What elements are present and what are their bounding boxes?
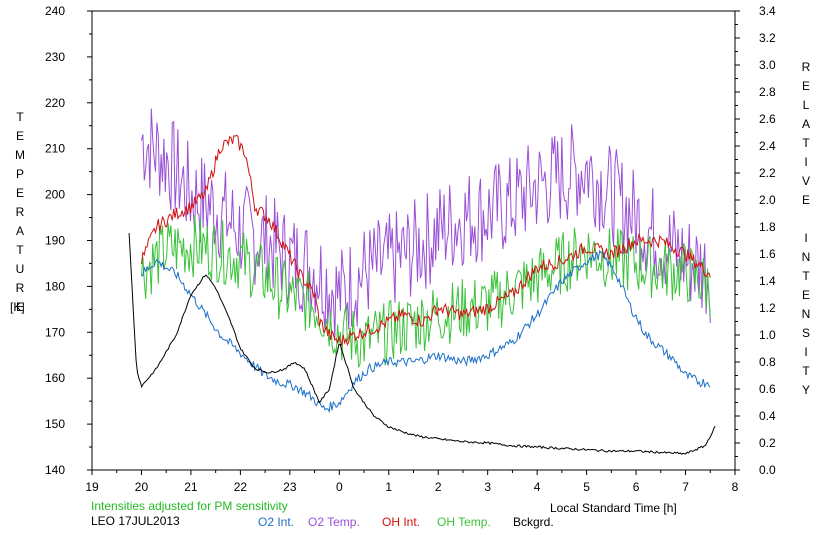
y-right-tick-label: 1.0 — [759, 328, 776, 342]
axis-title-letter: R — [15, 281, 25, 295]
x-tick-label: 8 — [732, 480, 739, 494]
y-right-tick-label: 0.6 — [759, 382, 776, 396]
y-left-tick-label: 170 — [45, 325, 65, 339]
x-tick-label: 23 — [283, 480, 297, 494]
axis-title-letter: L — [802, 98, 810, 112]
y-right-tick-label: 0.8 — [759, 355, 776, 369]
axis-title-letter: U — [15, 262, 25, 276]
y-left-tick-label: 220 — [45, 96, 65, 110]
axis-title-letter: T — [16, 110, 24, 124]
axis-title-letter: E — [15, 300, 24, 314]
y-left-tick-label: 210 — [45, 142, 65, 156]
axis-title-letter: E — [15, 186, 24, 200]
legend-o2-temp: O2 Temp. — [308, 515, 360, 529]
x-tick-label: 4 — [534, 480, 541, 494]
axis-title-letter: V — [801, 174, 810, 188]
series-layer — [128, 108, 716, 455]
legend-o2-int: O2 Int. — [258, 515, 295, 529]
axis-title-letter: M — [15, 148, 25, 162]
x-tick-label: 21 — [184, 480, 198, 494]
y-right-tick-label: 3.2 — [759, 31, 776, 45]
series-o2_int — [141, 249, 711, 414]
x-axis-label: Local Standard Time [h] — [550, 501, 677, 515]
series-oh_int — [141, 134, 711, 347]
axis-title-letter: Y — [801, 383, 810, 397]
y-left-tick-label: 190 — [45, 234, 65, 248]
axis-title-letter: A — [801, 117, 810, 131]
x-tick-label: 20 — [135, 480, 149, 494]
axis-title-letter: R — [801, 60, 811, 74]
x-tick-label: 7 — [682, 480, 689, 494]
x-tick-label: 3 — [484, 480, 491, 494]
axis-title-letter: T — [802, 364, 810, 378]
x-tick-label: 19 — [85, 480, 99, 494]
y-right-tick-label: 2.2 — [759, 166, 776, 180]
y-right-tick-label: 2.4 — [759, 139, 776, 153]
y-right-tick-label: 1.2 — [759, 301, 776, 315]
legend-oh-temp: OH Temp. — [437, 515, 491, 529]
y-right-tick-label: 3.4 — [759, 4, 776, 18]
axis-title-letter: R — [15, 205, 25, 219]
series-o2_temp — [141, 108, 711, 341]
x-tick-label: 1 — [385, 480, 392, 494]
axis-title-letter: N — [801, 307, 811, 321]
series-oh_temp — [141, 214, 711, 368]
y-right-tick-label: 0.0 — [759, 463, 776, 477]
sensitivity-note: Intensities adjusted for PM sensitivity — [91, 499, 288, 513]
y-right-tick-label: 2.8 — [759, 85, 776, 99]
axis-title-letter: P — [15, 167, 24, 181]
axis-title-letter: N — [801, 250, 811, 264]
left-axis-unit: [K] — [10, 300, 25, 314]
axis-title-letter: E — [801, 79, 810, 93]
axis-title-letter: A — [15, 224, 24, 238]
x-tick-label: 22 — [234, 480, 248, 494]
y-right-tick-label: 3.0 — [759, 58, 776, 72]
axis-title-letter: I — [804, 155, 808, 169]
y-right-tick-label: 1.8 — [759, 220, 776, 234]
x-tick-label: 5 — [583, 480, 590, 494]
y-left-tick-label: 180 — [45, 279, 65, 293]
axis-title-letter: E — [15, 129, 24, 143]
series-bckgrd — [128, 233, 716, 455]
y-left-tick-label: 230 — [45, 50, 65, 64]
axis-title-letter: I — [804, 231, 808, 245]
y-right-tick-label: 1.6 — [759, 247, 776, 261]
axis-title-letter — [804, 210, 807, 229]
y-right-tick-label: 2.0 — [759, 193, 776, 207]
y-right-tick-label: 2.6 — [759, 112, 776, 126]
y-left-tick-label: 160 — [45, 371, 65, 385]
y-left-tick-label: 200 — [45, 188, 65, 202]
legend-bckgrd: Bckgrd. — [513, 515, 554, 529]
x-tick-label: 6 — [633, 480, 640, 494]
labels-layer: 19 20 21 22 23 0 1 2 3 4 5 6 7 8140150160170180190200… — [45, 4, 776, 494]
ticks-layer — [87, 10, 740, 475]
axis-title-letter: T — [802, 269, 810, 283]
station-date: LEO 17JUL2013 — [91, 514, 180, 528]
axis-title-letter: I — [804, 345, 808, 359]
x-tick-label: 0 — [336, 480, 343, 494]
axis-title-letter: T — [16, 243, 24, 257]
axis-title-letter: T — [802, 136, 810, 150]
axis-title-letter: E — [801, 288, 810, 302]
axis-title-letter: E — [801, 193, 810, 207]
axis-title-letter: S — [801, 326, 810, 340]
legend-oh-int: OH Int. — [382, 515, 421, 529]
y-left-tick-label: 140 — [45, 463, 65, 477]
y-right-tick-label: 0.2 — [759, 436, 776, 450]
y-right-tick-label: 1.4 — [759, 274, 776, 288]
y-left-tick-label: 150 — [45, 417, 65, 431]
x-tick-label: 2 — [435, 480, 442, 494]
y-left-tick-label: 240 — [45, 4, 65, 18]
y-right-tick-label: 0.4 — [759, 409, 776, 423]
